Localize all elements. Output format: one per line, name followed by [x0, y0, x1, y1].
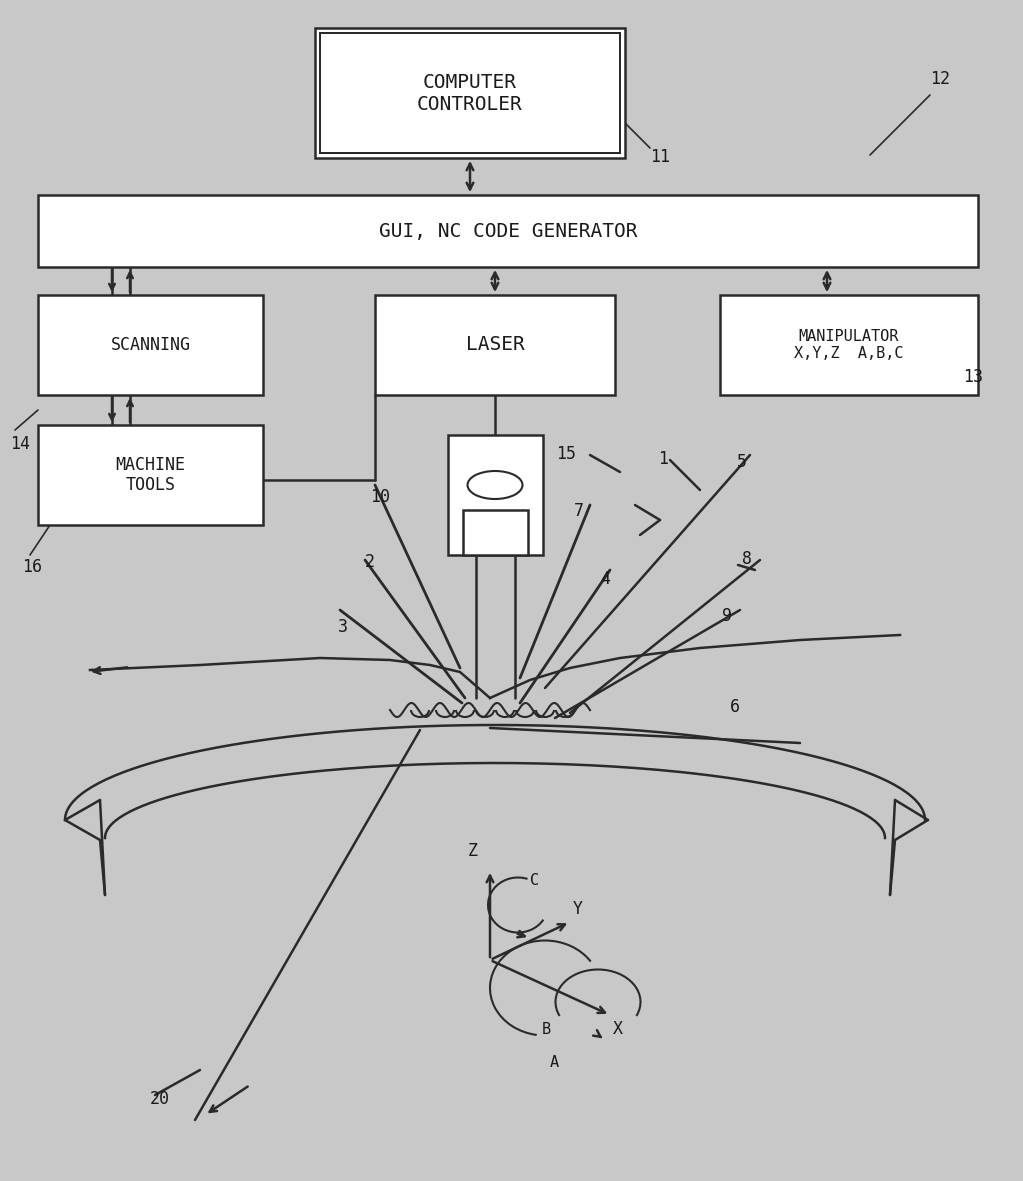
Bar	[448, 435, 543, 555]
Bar	[38, 195, 978, 267]
Text: 20: 20	[150, 1090, 170, 1108]
Text: 15: 15	[555, 445, 576, 463]
Text: MANIPULATOR
X,Y,Z  A,B,C: MANIPULATOR X,Y,Z A,B,C	[794, 328, 903, 361]
Bar	[375, 295, 615, 394]
Text: 1: 1	[658, 450, 668, 468]
Bar	[315, 28, 625, 158]
Text: X: X	[613, 1020, 623, 1038]
Text: B: B	[542, 1022, 551, 1037]
Text: 12: 12	[930, 70, 950, 89]
Text: 4: 4	[601, 570, 610, 588]
Text: 11: 11	[650, 148, 670, 167]
Text: LASER: LASER	[465, 335, 525, 354]
Text: 14: 14	[10, 435, 30, 454]
Text: GUI, NC CODE GENERATOR: GUI, NC CODE GENERATOR	[379, 222, 637, 241]
Text: Y: Y	[573, 900, 583, 918]
Bar	[320, 33, 620, 154]
Text: A: A	[550, 1055, 560, 1070]
Text: Z: Z	[468, 842, 478, 860]
Text: 5: 5	[737, 454, 747, 471]
Text: 3: 3	[338, 618, 348, 637]
Bar	[720, 295, 978, 394]
Text: 10: 10	[370, 488, 390, 505]
Text: 7: 7	[574, 502, 584, 520]
Bar	[463, 510, 528, 555]
Text: 13: 13	[963, 368, 983, 386]
Text: 2: 2	[365, 553, 375, 570]
Bar	[38, 425, 263, 526]
Text: MACHINE
TOOLS: MACHINE TOOLS	[116, 456, 185, 495]
Text: 8: 8	[742, 550, 752, 568]
Text: SCANNING: SCANNING	[110, 337, 190, 354]
Ellipse shape	[468, 471, 523, 500]
Text: 9: 9	[722, 607, 732, 625]
Text: COMPUTER
CONTROLER: COMPUTER CONTROLER	[417, 72, 523, 113]
Text: 6: 6	[730, 698, 740, 716]
Text: C: C	[530, 873, 539, 888]
Text: 16: 16	[23, 557, 42, 576]
Bar	[38, 295, 263, 394]
